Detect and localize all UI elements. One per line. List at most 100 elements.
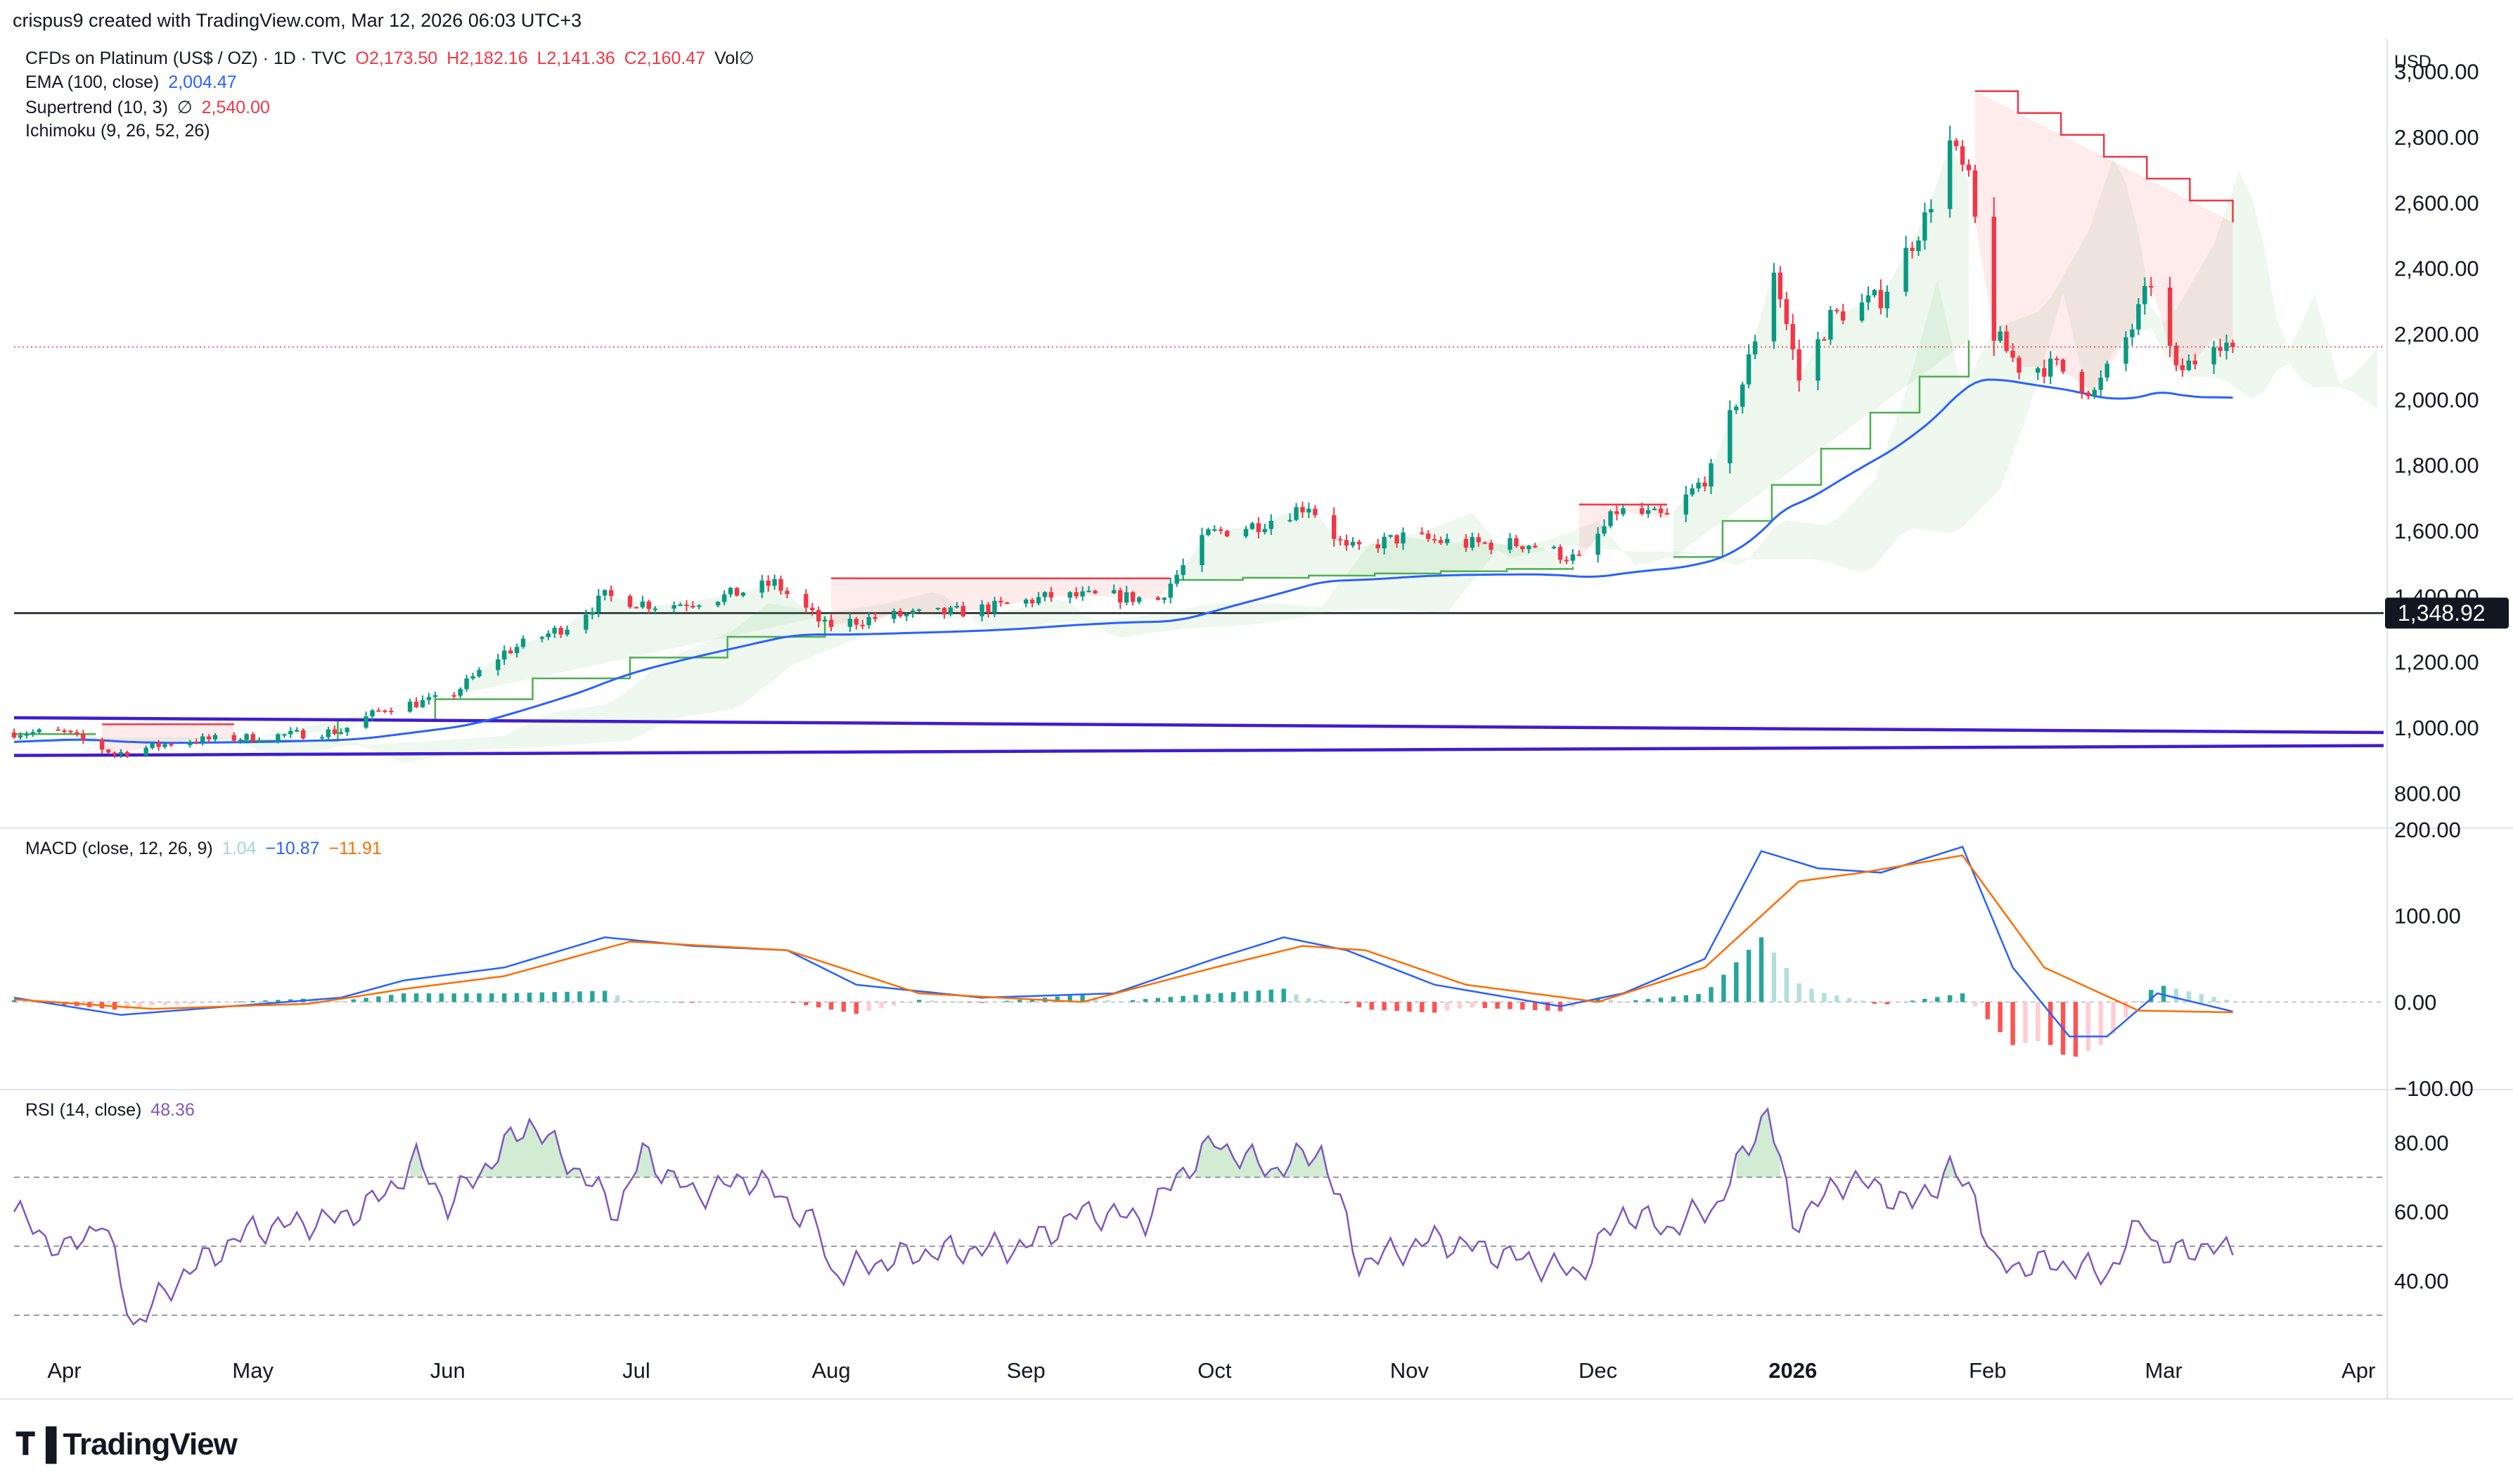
candle-body xyxy=(1916,240,1920,251)
time-axis-tick: Apr xyxy=(2341,1358,2375,1383)
macd-histogram-bar xyxy=(2074,1002,2078,1057)
candle-body xyxy=(1394,535,1399,543)
candle-body xyxy=(722,595,726,602)
macd-histogram-bar xyxy=(2224,1000,2228,1002)
candle-body xyxy=(1124,592,1129,602)
macd-histogram-bar xyxy=(1935,997,1939,1002)
candle-body xyxy=(213,735,217,740)
legend-supertrend-label: Supertrend (10, 3) xyxy=(25,98,168,117)
candle-body xyxy=(1791,324,1795,349)
candle-body xyxy=(2123,337,2128,364)
candle-body xyxy=(414,702,418,707)
candle-body xyxy=(1841,311,1845,321)
candle-body xyxy=(464,678,468,689)
candle-body xyxy=(1432,539,1437,541)
candle-body xyxy=(1131,592,1135,602)
macd-histogram-bar xyxy=(2010,1002,2014,1045)
macd-histogram-bar xyxy=(590,991,594,1002)
price-marker-label: 1,348.92 xyxy=(2398,600,2486,626)
macd-histogram-bar xyxy=(1156,998,1160,1002)
candle-body xyxy=(2036,368,2040,373)
candle-body xyxy=(1665,513,1669,515)
macd-histogram-bar xyxy=(464,993,468,1002)
macd-histogram-bar xyxy=(1721,975,1725,1002)
candle-body xyxy=(961,606,965,617)
macd-histogram-bar xyxy=(1834,995,1839,1002)
candle-body xyxy=(515,647,519,653)
macd-histogram-bar xyxy=(1231,992,1235,1002)
macd-axis-tick: 100.00 xyxy=(2394,904,2461,929)
candle-body xyxy=(1162,598,1166,600)
candle-body xyxy=(2010,351,2014,358)
macd-histogram-bar xyxy=(829,1002,833,1009)
macd-histogram-bar xyxy=(1256,991,1261,1002)
macd-axis-tick: 200.00 xyxy=(2394,818,2461,842)
candle-body xyxy=(207,737,211,740)
candle-body xyxy=(1439,540,1443,543)
macd-histogram-bar xyxy=(1973,1002,1977,1006)
macd-histogram-bar xyxy=(175,1002,179,1005)
candle-body xyxy=(2055,359,2059,360)
time-axis-tick: Dec xyxy=(1579,1358,1617,1383)
candle-body xyxy=(2017,358,2021,373)
macd-histogram-bar xyxy=(2099,1002,2103,1045)
candle-body xyxy=(1558,547,1562,560)
macd-histogram-bar xyxy=(1797,983,1801,1002)
candle-body xyxy=(458,689,463,696)
legend-ema-label: EMA (100, close) xyxy=(25,72,159,92)
candle-body xyxy=(2099,378,2103,389)
candle-body xyxy=(760,581,764,593)
macd-histogram-bar xyxy=(1684,995,1688,1002)
legend-rsi-value: 48.36 xyxy=(150,1100,195,1120)
candle-body xyxy=(81,734,85,740)
macd-histogram-bar xyxy=(1244,991,1248,1002)
time-axis-tick: May xyxy=(232,1358,274,1383)
price-axis-tick: 1,800.00 xyxy=(2394,453,2479,478)
candle-body xyxy=(1156,598,1160,600)
candle-body xyxy=(1834,310,1839,311)
candle-body xyxy=(559,628,563,635)
macd-histogram-bar xyxy=(1533,1002,1537,1010)
candle-body xyxy=(609,590,613,596)
candle-body xyxy=(816,610,821,621)
macd-histogram-bar xyxy=(1005,1001,1009,1002)
candle-body xyxy=(1621,508,1625,515)
rsi-axis-tick: 40.00 xyxy=(2394,1269,2449,1293)
macd-histogram-bar xyxy=(138,1002,142,1007)
candle-body xyxy=(1564,560,1569,561)
candle-body xyxy=(496,659,500,670)
candle-body xyxy=(1552,547,1556,548)
candle-body xyxy=(1219,529,1223,531)
candle-body xyxy=(477,670,481,676)
candle-body xyxy=(1382,537,1387,548)
candle-body xyxy=(728,588,733,594)
candle-body xyxy=(106,749,110,752)
macd-histogram-bar xyxy=(1671,997,1676,1002)
price-axis-tick: 1,600.00 xyxy=(2394,519,2479,543)
macd-histogram-bar xyxy=(1206,994,1210,1002)
candle-body xyxy=(370,711,374,717)
macd-histogram-bar xyxy=(1847,998,1851,1002)
macd-histogram-bar xyxy=(527,993,532,1002)
macd-histogram-bar xyxy=(1998,1002,2003,1032)
candle-body xyxy=(1401,532,1405,543)
candle-body xyxy=(1960,146,1965,164)
candle-body xyxy=(301,730,305,739)
candle-body xyxy=(949,607,953,614)
candle-body xyxy=(1646,510,1650,514)
candle-body xyxy=(125,752,129,756)
candle-body xyxy=(251,734,255,741)
macd-line xyxy=(14,847,2233,1037)
candle-body xyxy=(156,743,160,747)
candle-body xyxy=(2218,347,2222,351)
candle-body xyxy=(998,601,1003,602)
candle-body xyxy=(1652,509,1657,510)
macd-histogram-bar xyxy=(376,996,380,1002)
macd-histogram-bar xyxy=(389,995,393,1002)
candle-body xyxy=(1043,592,1047,597)
macd-histogram-bar xyxy=(1747,950,1751,1002)
candle-body xyxy=(1338,539,1342,541)
candle-body xyxy=(37,730,41,733)
candle-body xyxy=(452,695,456,697)
macd-histogram-bar xyxy=(1169,997,1173,1002)
